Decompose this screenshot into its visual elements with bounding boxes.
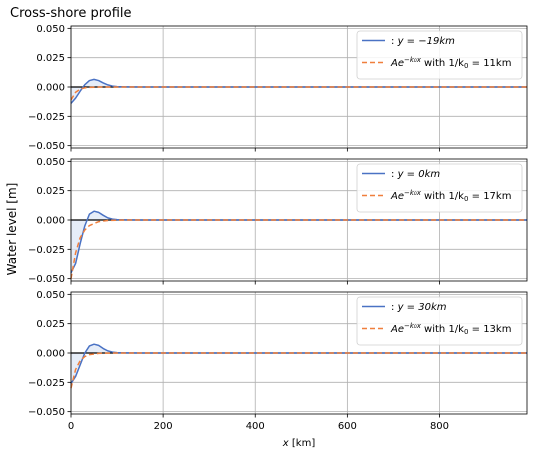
- axes-frame: [70, 291, 528, 415]
- model-series-line: [70, 78, 527, 104]
- legend: : y = 0km Ae−k₀x with 1/k0 = 17km: [356, 163, 523, 213]
- model-series-line: [70, 343, 527, 384]
- y-tick-label: −0.025: [28, 245, 65, 256]
- exponential-fit-line: [70, 219, 527, 279]
- panel-3: −0.050 −0.025 0.000 0.025 0.050 : y = 30km Ae−…: [28, 290, 528, 432]
- y-tick-label: 0.000: [36, 216, 65, 227]
- legend-label-fit: Ae−k₀x with 1/k0 = 11km: [390, 56, 511, 70]
- legend-box: [356, 30, 523, 80]
- x-tick-label: 0: [68, 421, 74, 432]
- x-axis-label: x [km]: [282, 438, 316, 449]
- y-tick-label: 0.000: [36, 83, 65, 94]
- y-tick-label: 0.050: [36, 157, 65, 168]
- x-tick-label: 800: [430, 421, 449, 432]
- y-tick-label: −0.025: [28, 112, 65, 123]
- y-tick-label: −0.050: [28, 141, 65, 152]
- legend-box: [356, 163, 523, 213]
- x-tick-label: 400: [246, 421, 265, 432]
- model-fill-area: [71, 79, 527, 104]
- panel-2: −0.050 −0.025 0.000 0.025 0.050 : y = 0km Ae−k…: [28, 157, 528, 285]
- legend-label-model: : y = 30km: [391, 302, 447, 313]
- y-tick-label: 0.050: [36, 290, 65, 301]
- legend-label-model: : y = −19km: [391, 36, 455, 47]
- y-tick-label: 0.050: [36, 24, 65, 35]
- legend-label-fit: Ae−k₀x with 1/k0 = 17km: [390, 189, 511, 203]
- exponential-fit-line: [70, 86, 527, 101]
- legend-label-model: : y = 0km: [391, 169, 440, 180]
- legend: : y = 30km Ae−k₀x with 1/k0 = 13km: [356, 296, 523, 346]
- panel-1: −0.050 −0.025 0.000 0.025 0.050 : y = −19km Ae…: [28, 24, 528, 152]
- y-tick-label: −0.050: [28, 274, 65, 285]
- exponential-fit-line: [70, 352, 527, 389]
- axes-frame: [70, 158, 528, 282]
- x-tick-label: 600: [338, 421, 357, 432]
- legend-box: [356, 296, 523, 346]
- x-tick-label: 200: [154, 421, 173, 432]
- panels: −0.050 −0.025 0.000 0.025 0.050 : y = −19km Ae…: [28, 24, 528, 432]
- legend-label-fit: Ae−k₀x with 1/k0 = 13km: [390, 322, 511, 336]
- legend: : y = −19km Ae−k₀x with 1/k0 = 11km: [356, 30, 523, 80]
- y-axis-label: Water level [m]: [5, 183, 19, 276]
- y-tick-label: 0.025: [36, 319, 65, 330]
- y-tick-label: −0.025: [28, 378, 65, 389]
- chart-title: Cross-shore profile: [10, 6, 132, 21]
- y-tick-label: 0.025: [36, 53, 65, 64]
- y-tick-label: −0.050: [28, 407, 65, 418]
- y-tick-label: 0.000: [36, 349, 65, 360]
- model-fill-area: [71, 344, 527, 384]
- y-tick-label: 0.025: [36, 186, 65, 197]
- axes-frame: [70, 25, 528, 149]
